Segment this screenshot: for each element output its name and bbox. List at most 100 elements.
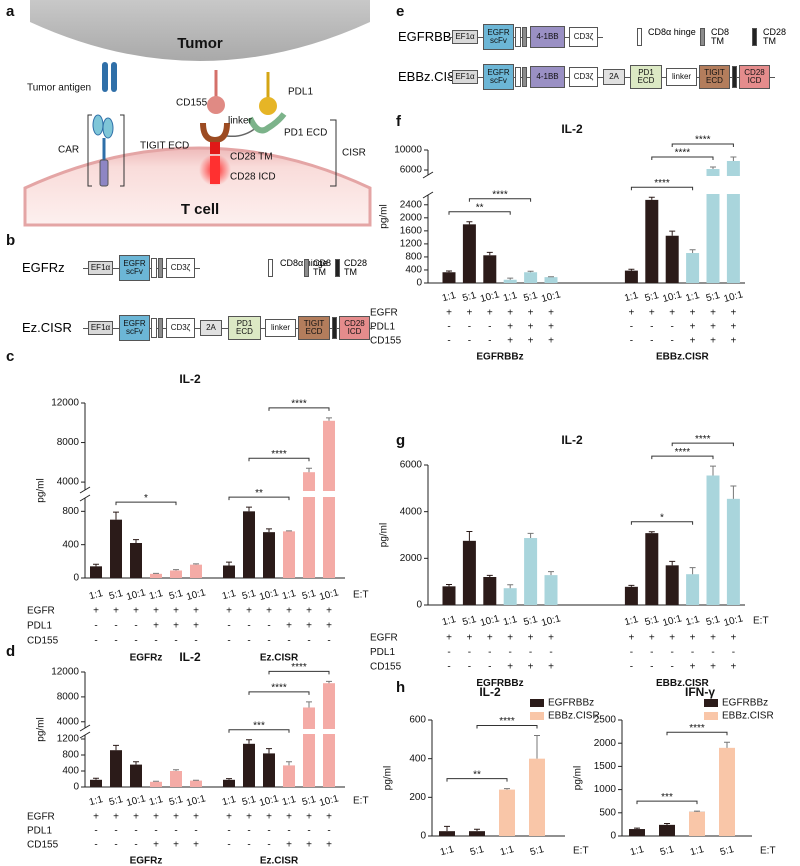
construct-part xyxy=(522,27,527,47)
y-tick-label: 12000 xyxy=(51,667,79,678)
construct-part: EGFR scFv xyxy=(119,315,150,341)
x-tick-label: 1:1 xyxy=(623,614,640,628)
condition-sign: - xyxy=(468,647,471,658)
x-tick-label: 1:1 xyxy=(502,290,519,304)
construct-part: CD28 ICD xyxy=(739,65,770,89)
x-axis-label: E:T xyxy=(353,796,369,807)
construct-part: 2A xyxy=(603,69,625,85)
cisr-label: CISR xyxy=(342,148,366,159)
condition-sign: - xyxy=(227,826,230,837)
legend-swatch xyxy=(530,712,544,720)
error-bar xyxy=(628,584,635,587)
x-tick-label: 1:1 xyxy=(148,588,165,602)
construct-part: CD3ζ xyxy=(166,258,195,278)
bar xyxy=(483,577,497,605)
y-tick-label: 1600 xyxy=(400,225,423,236)
bar xyxy=(719,747,735,836)
bar xyxy=(524,538,538,605)
condition-name: PDL1 xyxy=(370,322,395,333)
error-bar xyxy=(246,739,252,744)
car-label: CAR xyxy=(58,145,79,156)
linker-label: linker xyxy=(228,116,253,127)
bar xyxy=(150,573,162,578)
x-tick-label: 5:1 xyxy=(644,614,661,628)
tm-label: CD28 TM xyxy=(230,152,273,163)
significance-bracket xyxy=(448,211,511,215)
y-tick-label: 400 xyxy=(62,539,79,550)
x-tick-label: 5:1 xyxy=(108,588,125,602)
condition-sign: - xyxy=(691,647,694,658)
significance-bracket xyxy=(636,800,698,805)
condition-sign: + xyxy=(548,336,554,347)
y-tick-label: 1500 xyxy=(594,761,617,772)
condition-sign: + xyxy=(690,662,696,673)
condition-sign: + xyxy=(153,840,159,851)
y-tick-label: 800 xyxy=(62,506,79,517)
bar xyxy=(442,586,456,605)
significance-label: *** xyxy=(661,792,673,803)
significance-label: * xyxy=(660,512,664,523)
condition-sign: + xyxy=(690,322,696,333)
construct-name: EBBz.CISR xyxy=(398,69,466,84)
significance-label: **** xyxy=(689,723,705,734)
cisr-bracket xyxy=(330,119,337,187)
condition-sign: + xyxy=(173,812,179,823)
y-tick-label: 8000 xyxy=(57,437,80,448)
legend-swatch xyxy=(304,259,309,277)
construct-part: linker xyxy=(666,68,697,86)
construct-part xyxy=(522,67,527,87)
bar xyxy=(283,765,295,787)
condition-sign: - xyxy=(134,840,137,851)
bar xyxy=(110,519,122,578)
condition-sign: + xyxy=(548,322,554,333)
condition-sign: + xyxy=(507,322,513,333)
bar xyxy=(469,831,485,836)
error-bar xyxy=(113,511,119,520)
condition-sign: + xyxy=(710,633,716,644)
condition-sign: - xyxy=(154,826,157,837)
group-label: EBBz.CISR xyxy=(656,352,710,363)
x-tick-label: 1:1 xyxy=(502,614,519,628)
condition-sign: + xyxy=(173,606,179,617)
error-bar xyxy=(133,761,139,765)
error-bar xyxy=(266,528,272,533)
significance-bracket xyxy=(666,731,728,736)
bar xyxy=(462,224,476,283)
x-tick-label: 5:1 xyxy=(461,614,478,628)
condition-sign: + xyxy=(113,812,119,823)
bar xyxy=(624,270,638,283)
x-tick-label: 1:1 xyxy=(689,844,706,858)
condition-name: EGFR xyxy=(27,812,55,823)
condition-sign: - xyxy=(134,826,137,837)
y-tick-label: 2000 xyxy=(400,553,423,564)
significance-label: **** xyxy=(654,178,670,189)
condition-name: EGFR xyxy=(370,633,398,644)
error-bar xyxy=(173,769,179,771)
condition-sign: + xyxy=(730,308,736,319)
x-tick-label: 10:1 xyxy=(540,613,562,629)
condition-sign: + xyxy=(487,633,493,644)
significance-bracket xyxy=(476,724,538,729)
error-bar xyxy=(93,563,99,567)
significance-bracket xyxy=(468,198,532,202)
legend-label: CD8 TM xyxy=(711,27,730,46)
y-axis-label: pg/ml xyxy=(379,523,390,547)
condition-sign: + xyxy=(326,621,332,632)
bar xyxy=(524,272,538,283)
error-bar xyxy=(446,270,452,273)
condition-sign: + xyxy=(628,633,634,644)
t-cell xyxy=(23,146,372,227)
break-mark xyxy=(422,171,434,179)
bar xyxy=(483,255,497,283)
legend-swatch xyxy=(335,259,340,277)
construct-part: EGFR scFv xyxy=(119,255,150,281)
y-tick-label: 400 xyxy=(405,265,422,276)
error-bar xyxy=(326,680,332,684)
condition-sign: + xyxy=(446,308,452,319)
significance-label: ** xyxy=(255,488,263,499)
x-tick-label: 1:1 xyxy=(441,290,458,304)
bar xyxy=(706,169,720,283)
condition-sign: - xyxy=(509,647,512,658)
bar xyxy=(223,565,235,578)
pd1-label: PD1 ECD xyxy=(284,128,327,139)
